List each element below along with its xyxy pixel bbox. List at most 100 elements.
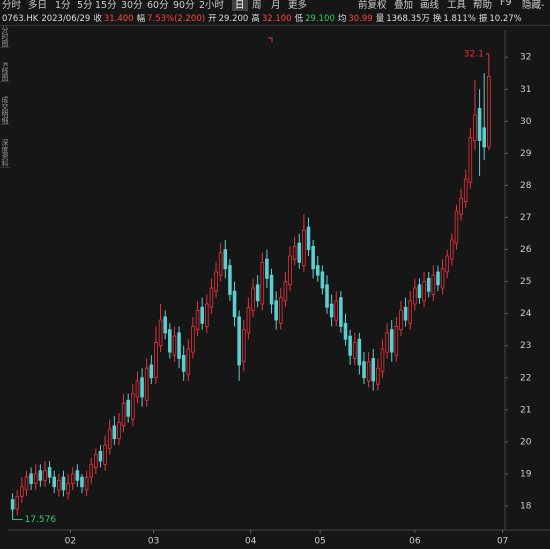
candle-body	[315, 265, 320, 276]
candle-body	[47, 467, 52, 478]
field-label: 换	[432, 14, 442, 24]
candle-body	[80, 476, 84, 488]
candle-body	[15, 495, 20, 510]
candle-body	[131, 393, 135, 420]
candle-body	[223, 249, 228, 270]
toolbar-button[interactable]: 更多	[288, 0, 308, 11]
toolbar-button[interactable]: 前复权	[358, 0, 387, 11]
low-label: 17.576	[25, 515, 57, 525]
candle-body	[445, 255, 449, 273]
candle-body	[450, 239, 454, 260]
candle-body	[241, 329, 246, 363]
toolbar-button[interactable]: 画线	[420, 0, 440, 11]
y-tick-label: 29	[520, 149, 532, 159]
candle-body	[98, 451, 103, 462]
y-tick-label: 19	[520, 469, 532, 479]
toolbar-button[interactable]: 工具	[447, 0, 467, 11]
candle-body	[154, 342, 158, 379]
candle-body	[265, 258, 269, 279]
candle-body	[200, 306, 204, 324]
date: 2023/06/29	[41, 14, 91, 24]
candle-body	[357, 338, 362, 366]
candle-body	[454, 210, 459, 244]
candle-body	[292, 245, 297, 260]
toolbar-button[interactable]: 帮助	[473, 0, 493, 11]
candle-body	[399, 310, 403, 331]
field-value: 10.27%	[489, 14, 522, 24]
candle-body	[422, 281, 426, 302]
high-label: 32.1	[464, 50, 484, 60]
toolbar-button[interactable]: 月	[271, 0, 281, 11]
candle-body	[181, 354, 186, 372]
toolbar-button[interactable]: 叠加	[394, 0, 414, 11]
candle-body	[172, 335, 177, 356]
candle-body	[24, 476, 29, 491]
toolbar-button[interactable]: 分时	[2, 0, 22, 11]
quote-info: 0763.HK 2023/06/29 收 31.400 幅 7.53%(2.200) 开 29…	[2, 12, 525, 24]
toolbar-button[interactable]: 隐藏-	[522, 0, 545, 11]
candle-body	[297, 242, 302, 263]
toolbar-button[interactable]: 2小时	[199, 0, 225, 11]
candle-body	[209, 287, 214, 308]
x-tick-label: 02	[65, 537, 76, 547]
toolbar-button[interactable]: 周	[252, 0, 262, 11]
y-tick-label: 32	[520, 53, 531, 63]
candle-body	[334, 300, 339, 321]
candle-body	[269, 274, 274, 305]
x-tick-label: 07	[497, 537, 508, 547]
sidebar-tab[interactable]: 深度资料	[0, 138, 10, 168]
candle-body	[440, 268, 445, 289]
candle-body	[168, 329, 172, 353]
field-value: 7.53%(2.200)	[147, 14, 206, 24]
candle-body	[103, 444, 107, 465]
toolbar-button[interactable]: 90分	[173, 0, 195, 11]
field-value: 32.100	[261, 14, 292, 24]
sidebar-tab[interactable]: K线图	[0, 62, 10, 82]
candle-body	[371, 358, 376, 382]
toolbar-button[interactable]: 日	[232, 0, 248, 11]
sidebar-tab[interactable]: 成交明细	[0, 95, 10, 125]
candle-body	[135, 380, 140, 398]
candle-body	[163, 316, 167, 334]
sidebar-tab[interactable]: 分时图	[0, 26, 10, 48]
candle-body	[306, 226, 311, 250]
toolbar-button[interactable]: 30分	[121, 0, 143, 11]
candle-body	[329, 303, 334, 318]
y-tick-label: 30	[520, 117, 532, 127]
candle-body	[394, 326, 399, 356]
candle-body	[482, 127, 486, 148]
candle-body	[255, 284, 260, 302]
candle-body	[302, 229, 306, 266]
candle-body	[126, 399, 130, 417]
candle-body	[140, 377, 144, 398]
candle-body	[43, 470, 47, 481]
candle-body	[459, 197, 463, 215]
field-label: 收	[93, 14, 102, 24]
candle-body	[94, 454, 98, 468]
candle-body	[218, 252, 223, 276]
x-tick-label: 04	[245, 537, 257, 547]
candle-body	[107, 428, 112, 449]
candle-body	[380, 348, 385, 372]
toolbar-button[interactable]: 15分	[95, 0, 117, 11]
candle-body	[426, 277, 431, 292]
y-tick-label: 27	[520, 213, 531, 223]
candle-body	[389, 329, 394, 353]
field-label: 振	[478, 14, 488, 24]
toolbar-button[interactable]: 5分	[77, 0, 93, 11]
x-tick-label: 05	[314, 537, 325, 547]
candle-body	[195, 310, 200, 331]
y-tick-label: 20	[520, 437, 532, 447]
y-tick-label: 26	[520, 245, 532, 255]
toolbar-button[interactable]: F9	[500, 0, 512, 8]
toolbar-button[interactable]: 60分	[147, 0, 169, 11]
y-tick-label: 23	[520, 341, 531, 351]
candle-body	[311, 245, 315, 270]
candle-body	[158, 319, 163, 347]
toolbar-button[interactable]: 1分	[55, 0, 71, 11]
toolbar-button[interactable]: 多日	[28, 0, 48, 11]
field-label: 开	[208, 14, 217, 24]
candle-body	[376, 367, 380, 385]
candle-body	[205, 303, 209, 327]
